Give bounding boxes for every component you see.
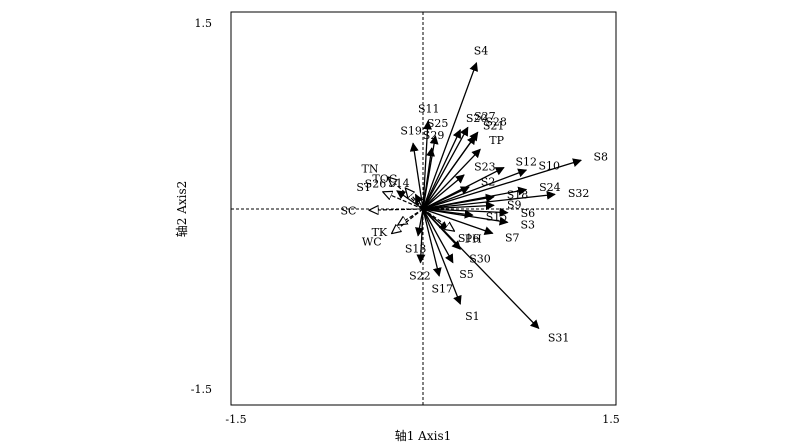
y-tick-top: 1.5 bbox=[195, 17, 213, 30]
species-arrow-s27 bbox=[422, 126, 469, 210]
y-tick-bottom: -1.5 bbox=[191, 383, 212, 396]
x-axis-title: 轴1 Axis1 bbox=[395, 428, 452, 443]
species-arrow-s9 bbox=[422, 201, 495, 211]
env-arrow-wc bbox=[392, 208, 424, 233]
species-arrow-s7 bbox=[422, 208, 494, 235]
env-arrow-ph bbox=[422, 208, 454, 231]
species-label-s24: S24 bbox=[539, 181, 561, 194]
species-label-tp: TP bbox=[489, 134, 504, 147]
species-label-s9: S9 bbox=[507, 199, 522, 212]
species-label-s17: S17 bbox=[431, 283, 453, 296]
species-arrow-s26 bbox=[396, 190, 424, 210]
env-label-ph: PH bbox=[465, 232, 482, 245]
env-arrow-tk bbox=[398, 208, 424, 225]
species-label-s7: S7 bbox=[505, 232, 520, 245]
env-arrow-toc bbox=[406, 188, 424, 210]
env-label-st: ST bbox=[356, 181, 372, 194]
species-arrow-s2 bbox=[422, 186, 470, 210]
species-label-s22: S22 bbox=[409, 270, 431, 283]
species-label-s4: S4 bbox=[474, 45, 489, 58]
species-label-s3: S3 bbox=[520, 218, 535, 231]
species-arrow-s1 bbox=[422, 208, 462, 305]
species-arrow-s10 bbox=[422, 168, 528, 210]
env-label-tk: TK bbox=[372, 226, 388, 239]
species-label-s16: S16 bbox=[458, 232, 480, 245]
species-label-s27: S27 bbox=[474, 110, 496, 123]
species-arrow-s3 bbox=[422, 208, 509, 226]
species-arrow-tp bbox=[422, 148, 481, 210]
species-label-s10: S10 bbox=[538, 159, 560, 172]
species-label-s21: S21 bbox=[483, 119, 505, 132]
species-label-s29: S29 bbox=[423, 129, 445, 142]
species-arrow-s13 bbox=[415, 208, 424, 237]
species-label-s23: S23 bbox=[474, 161, 496, 174]
y-axis-title: 轴2 Axis2 bbox=[174, 181, 189, 238]
species-label-s1: S1 bbox=[465, 310, 480, 323]
species-label-s25: S25 bbox=[427, 117, 449, 130]
x-tick-right: 1.5 bbox=[602, 413, 620, 426]
species-arrow-s18 bbox=[422, 193, 495, 210]
env-label-tn: TN bbox=[362, 163, 379, 176]
species-arrow-s20 bbox=[422, 128, 461, 210]
species-label-s26: S26 bbox=[365, 177, 387, 190]
env-label-toc: TOC bbox=[372, 172, 397, 185]
env-arrow-tn bbox=[388, 177, 424, 210]
env-arrow-sc bbox=[369, 209, 424, 210]
species-arrow-s8 bbox=[422, 158, 582, 210]
species-arrow-s5 bbox=[422, 208, 454, 264]
species-label-s19: S19 bbox=[400, 124, 422, 137]
species-label-s6: S6 bbox=[521, 207, 536, 220]
species-arrow-s29 bbox=[422, 147, 436, 210]
species-arrow-s14 bbox=[414, 193, 424, 210]
species-label-s8: S8 bbox=[594, 150, 609, 163]
species-arrow-s11 bbox=[422, 120, 433, 210]
x-tick-left: -1.5 bbox=[225, 413, 246, 426]
species-arrow-s17 bbox=[422, 208, 442, 277]
species-label-s5: S5 bbox=[459, 268, 474, 281]
species-arrow-s31 bbox=[422, 208, 540, 330]
species-label-s2: S2 bbox=[481, 175, 496, 188]
species-label-s31: S31 bbox=[548, 332, 570, 345]
species-label-s28: S28 bbox=[485, 116, 507, 129]
env-label-sc: SC bbox=[341, 205, 357, 218]
species-label-s20: S20 bbox=[466, 112, 488, 125]
species-label-s12: S12 bbox=[515, 156, 537, 169]
species-label-s13: S13 bbox=[405, 243, 427, 256]
species-arrow-s4 bbox=[422, 61, 478, 210]
env-arrow-st bbox=[383, 192, 424, 210]
env-label-wc: WC bbox=[362, 235, 382, 248]
species-arrow-s21 bbox=[422, 135, 476, 210]
species-arrow-s23 bbox=[422, 174, 465, 210]
species-label-s11: S11 bbox=[418, 102, 440, 115]
species-label-s32: S32 bbox=[568, 187, 590, 200]
species-label-s18: S18 bbox=[507, 189, 529, 202]
